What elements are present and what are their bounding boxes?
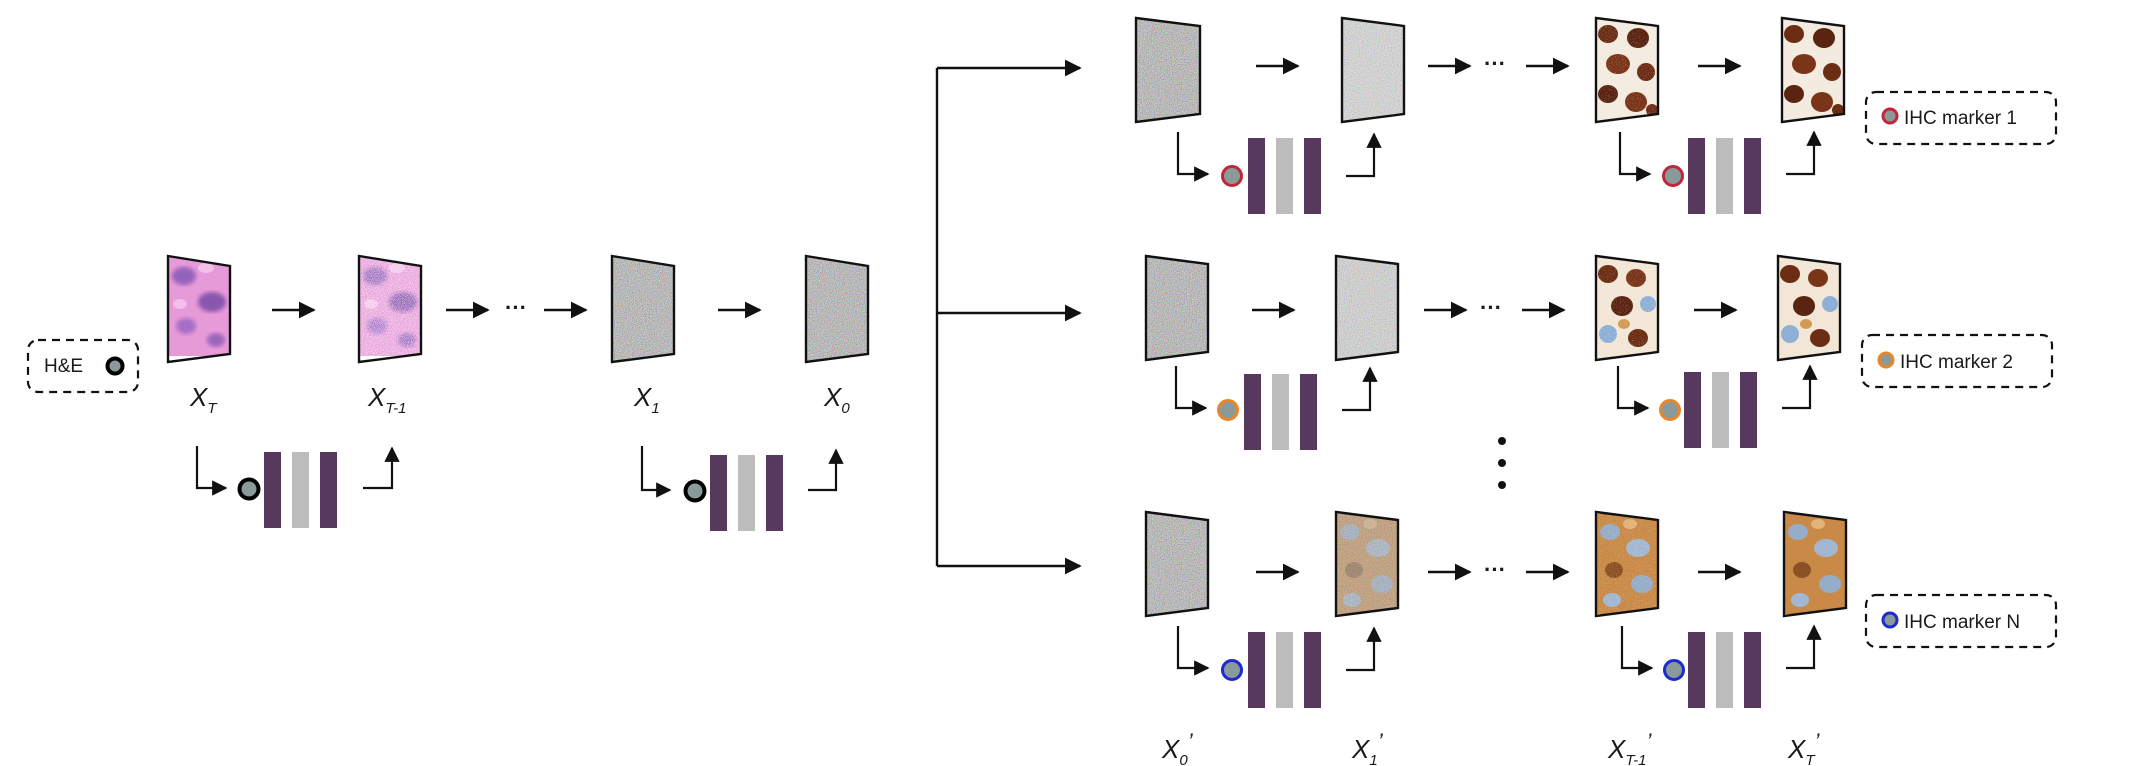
label-x1: X1 [633, 382, 660, 417]
row-ihc-marker-n: ··· [1144, 510, 1848, 708]
legend-ihc-1: IHC marker 1 [1864, 90, 2058, 146]
noise-tile-x1 [610, 254, 676, 364]
unet-layer [738, 455, 755, 531]
svg-text:X1’: X1’ [1351, 729, 1384, 766]
legend-ihc-n: IHC marker N [1864, 593, 2058, 649]
label-xt-1: XT-1 [367, 382, 406, 417]
tile-x0-prime [1144, 510, 1210, 618]
unet-layer [320, 452, 337, 528]
legend-ihc-2-label: IHC marker 2 [1900, 352, 2013, 373]
unet-layer [292, 452, 309, 528]
legend-ihc-2: IHC marker 2 [1860, 333, 2054, 389]
he-tile-xt [166, 254, 232, 364]
svg-text:X0’: X0’ [1161, 729, 1194, 766]
noise-tile-x0 [804, 254, 870, 364]
tile-x1-prime [1334, 510, 1400, 618]
ihc-marker-1-condition-icon [1662, 165, 1684, 187]
he-condition-icon [105, 356, 125, 376]
ihc-marker-2-condition-icon [1659, 399, 1681, 421]
tile-xt-1-prime [1594, 510, 1660, 618]
ihc-marker-n-condition-icon [1881, 611, 1899, 629]
unet-block-row2-b [1616, 364, 1818, 448]
left-ellipsis: ··· [505, 295, 527, 320]
svg-text:X0: X0 [823, 382, 850, 417]
tile-xt-1-prime [1594, 254, 1660, 362]
ihc-marker-1-condition-icon [1881, 107, 1899, 125]
legend-ihc-2-box [1860, 333, 2054, 389]
label-xt-prime: XT’ [1787, 729, 1821, 766]
ihc-marker-2-condition-icon [1877, 351, 1895, 369]
svg-text:XT-1: XT-1 [367, 382, 406, 417]
tile-x1-prime [1334, 254, 1400, 362]
row-n-ellipsis: ··· [1484, 557, 1506, 582]
unet-block-left-2 [640, 446, 844, 531]
tile-x0-prime [1134, 16, 1202, 124]
label-xt: XT [189, 382, 218, 417]
label-x0-prime: X0’ [1161, 729, 1194, 766]
unet-block-left-1 [195, 446, 400, 528]
legend-ihc-n-label: IHC marker N [1904, 612, 2020, 633]
row-2-ellipsis: ··· [1480, 295, 1502, 320]
svg-text:XT-1’: XT-1’ [1607, 729, 1652, 766]
tile-xt-prime [1780, 16, 1846, 124]
legend-he-label: H&E [44, 356, 83, 377]
unet-block-row2-a [1174, 366, 1378, 450]
svg-text:X1: X1 [633, 382, 660, 417]
he-tile-xt-1 [357, 254, 423, 364]
row-ihc-marker-2: ··· [1144, 254, 1842, 450]
legend-ihc-1-label: IHC marker 1 [1904, 108, 2017, 129]
tile-xt-1-prime [1594, 16, 1660, 124]
unet-block-row1-a [1176, 132, 1382, 214]
legend-ihc-n-box [1864, 593, 2058, 649]
unet-block-row1-b [1618, 130, 1822, 214]
tile-xt-prime [1776, 254, 1842, 362]
unet-layer [766, 455, 783, 531]
ihc-marker-n-condition-icon [1221, 659, 1243, 681]
label-x1-prime: X1’ [1351, 729, 1384, 766]
label-xt-1-prime: XT-1’ [1607, 729, 1652, 766]
unet-block-rown-b [1620, 624, 1822, 708]
rows-vertical-ellipsis [1498, 437, 1506, 489]
ihc-marker-n-condition-icon [1663, 659, 1685, 681]
ihc-marker-2-condition-icon [1217, 399, 1239, 421]
unet-layer [710, 455, 727, 531]
row-1-ellipsis: ··· [1484, 51, 1506, 76]
tile-x1-prime [1340, 16, 1406, 124]
label-x0: X0 [823, 382, 850, 417]
legend-ihc-1-box [1864, 90, 2058, 146]
svg-text:XT’: XT’ [1787, 729, 1821, 766]
legend-he: H&E [26, 338, 140, 394]
svg-text:XT: XT [189, 382, 218, 417]
branch-connector [935, 59, 1082, 575]
tile-xt-prime [1782, 510, 1848, 618]
row-ihc-marker-1: ··· [1134, 16, 1846, 214]
ihc-marker-1-condition-icon [1221, 165, 1243, 187]
legend-he-box [26, 338, 140, 394]
he-condition-icon [237, 477, 261, 501]
he-condition-icon [683, 479, 707, 503]
unet-layer [264, 452, 281, 528]
tile-x0-prime [1144, 254, 1210, 362]
unet-block-rown-a [1176, 626, 1382, 708]
